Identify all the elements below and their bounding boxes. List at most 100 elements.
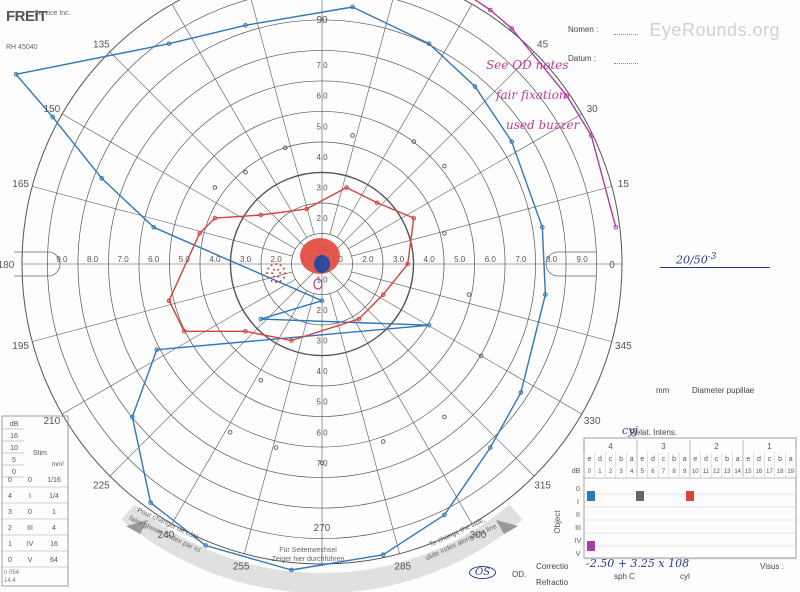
blind-spot-dot-6 bbox=[266, 272, 269, 275]
isopter-point-I4e-14 bbox=[488, 445, 493, 450]
isopter-point-I2e-13 bbox=[212, 215, 218, 221]
relat-letter-6: d bbox=[651, 456, 655, 463]
meridian-line-240 bbox=[171, 290, 307, 524]
isopter-point-I2e-5 bbox=[356, 316, 362, 322]
eye-circled: OS bbox=[469, 566, 497, 579]
relat-db-6: 6 bbox=[651, 469, 655, 475]
relat-table bbox=[583, 437, 797, 560]
relat-letter-17: c bbox=[768, 456, 772, 463]
relat-db-15: 15 bbox=[745, 469, 752, 475]
meridian-label-285: 285 bbox=[394, 561, 411, 572]
scale-row-1-col0: 4 bbox=[8, 493, 12, 500]
left-bracket bbox=[14, 251, 61, 277]
blind-spot-inner-2 bbox=[273, 275, 276, 278]
isopter-point-V4e-9 bbox=[564, 93, 570, 98]
central-blue-scotoma bbox=[314, 255, 330, 273]
relat-db-0: 0 bbox=[588, 469, 592, 475]
blind-spot-dot-11 bbox=[282, 267, 285, 270]
relat-db-11: 11 bbox=[703, 469, 710, 475]
h-tick-2: 7.0 bbox=[118, 255, 130, 264]
relat-mark-gray bbox=[636, 491, 644, 501]
scale-table bbox=[1, 415, 69, 587]
isopter-point-V4e-7 bbox=[488, 7, 493, 13]
isopter-point-I4e-13 bbox=[442, 512, 447, 518]
blind-spot-inner-1 bbox=[277, 275, 280, 278]
relat-db-16: 16 bbox=[756, 469, 763, 475]
scale-row-2-col0: 3 bbox=[8, 509, 12, 516]
scale-row-2-col2: 1 bbox=[52, 509, 56, 516]
meridian-line-165 bbox=[32, 186, 293, 257]
cyl-label: cyl bbox=[680, 572, 690, 581]
isopter-point-I4e-12 bbox=[380, 552, 386, 558]
scale-row-5-col1: V bbox=[28, 557, 33, 564]
meridian-label-45: 45 bbox=[537, 39, 549, 50]
visus-label: Visus : bbox=[760, 562, 784, 571]
isopter-V4e bbox=[474, 0, 617, 228]
isopter-point-I4e-7 bbox=[154, 347, 160, 352]
relat-db-17: 17 bbox=[766, 469, 773, 475]
center-arrow-text-2: Zeiger hier durchführen bbox=[272, 556, 345, 563]
v-tick-5: 2.0 bbox=[316, 214, 328, 223]
isopter-point-I2e-3 bbox=[243, 329, 248, 334]
sph-label: sph C bbox=[614, 572, 635, 581]
meridian-label-240: 240 bbox=[158, 530, 175, 541]
blind-spot-dot-1 bbox=[282, 276, 285, 279]
isopter-point-I4e-2 bbox=[99, 176, 104, 181]
meridian-label-150: 150 bbox=[43, 104, 60, 115]
isopter-point-I3e-1 bbox=[227, 430, 233, 435]
note-line-1: See OD notes bbox=[486, 58, 569, 72]
isopter-point-I3e-12 bbox=[282, 145, 288, 151]
isopter-point-I3e-13 bbox=[243, 169, 248, 175]
scale-row-0-col0: 0 bbox=[8, 477, 12, 484]
scale-row-2-col1: 0 bbox=[28, 509, 32, 516]
h-tick-16: 8.0 bbox=[546, 255, 558, 264]
isopter-point-V4e-8 bbox=[509, 26, 515, 31]
relat-object-0: 0 bbox=[576, 486, 580, 493]
central-pink-mark bbox=[313, 278, 323, 290]
scale-table-border bbox=[1, 415, 69, 587]
center-arrow-text-1: Für Seitenwechsel bbox=[279, 547, 337, 554]
isopter-point-I3e-2 bbox=[273, 445, 279, 450]
isopter-point-I4e-3 bbox=[151, 224, 156, 230]
h-tick-14: 6.0 bbox=[485, 255, 497, 264]
isopter-point-I3e-14 bbox=[212, 185, 218, 190]
isopter-point-V4e-11 bbox=[613, 224, 619, 230]
isopter-point-I2e-10 bbox=[344, 185, 349, 190]
nomen-label: Nomen : bbox=[568, 25, 599, 34]
diameter-label: Diameter pupillae bbox=[692, 386, 755, 395]
meridian-line-150 bbox=[62, 113, 296, 249]
isopter-point-I3e-10 bbox=[411, 139, 417, 144]
acuity-underline bbox=[660, 267, 770, 268]
isopter-point-I4e-23 bbox=[166, 41, 172, 46]
isopter-point-I2e-4 bbox=[289, 338, 294, 343]
meridian-label-0: 0 bbox=[609, 260, 615, 271]
v-tick-11: 5.0 bbox=[316, 398, 328, 407]
scale-row-1-col2: 1/4 bbox=[49, 493, 59, 500]
relat-letter-1: d bbox=[598, 456, 602, 463]
meridian-line-60 bbox=[337, 4, 473, 238]
isopter-point-I3e-11 bbox=[350, 133, 355, 138]
meridian-label-345: 345 bbox=[615, 341, 632, 352]
blind-spot-dot-5 bbox=[267, 276, 270, 279]
note-line-2: fair fixation bbox=[496, 88, 567, 102]
relat-group-3: 1 bbox=[767, 442, 772, 451]
blind-spot-dot-4 bbox=[270, 279, 273, 282]
form-number: RH 45040 bbox=[6, 44, 38, 51]
v-tick-4: 3.0 bbox=[316, 184, 328, 193]
meridian-line-105 bbox=[250, 0, 315, 235]
meridian-line-225 bbox=[109, 263, 323, 477]
scale-row-0-col2: 1/16 bbox=[47, 477, 61, 484]
relat-object-3: III bbox=[575, 525, 581, 532]
v-tick-13: 7.0 bbox=[316, 459, 328, 468]
isopter-point-I2e-7 bbox=[405, 261, 410, 267]
scale-row-4-col0: 1 bbox=[8, 541, 12, 548]
scale-row-0-col1: 0 bbox=[28, 477, 32, 484]
relat-letter-3: b bbox=[619, 456, 623, 463]
diameter-unit: mm bbox=[656, 386, 670, 395]
meridian-label-120: 120 bbox=[158, 0, 175, 1]
relat-db-10: 10 bbox=[692, 469, 699, 475]
relat-letter-9: a bbox=[683, 456, 687, 463]
relat-letter-16: d bbox=[757, 456, 761, 463]
isopter-point-I4e-11 bbox=[289, 567, 294, 573]
